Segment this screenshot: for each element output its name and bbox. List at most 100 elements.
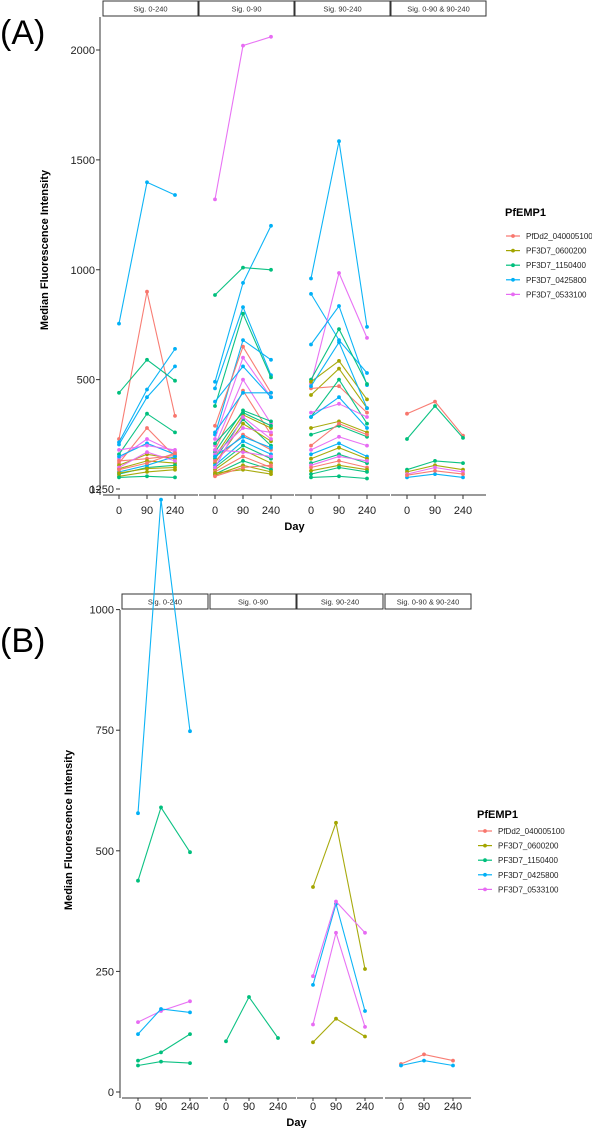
facet-strip bbox=[384, 593, 472, 610]
y-tick-label: 250 bbox=[96, 966, 114, 978]
data-point bbox=[405, 473, 409, 478]
legend-title: PfEMP1 bbox=[505, 207, 546, 219]
facet-label: Sig. 90-240 bbox=[323, 5, 361, 14]
data-point bbox=[145, 357, 149, 362]
data-point bbox=[365, 476, 369, 481]
data-point bbox=[461, 472, 465, 476]
data-point bbox=[365, 432, 369, 437]
data-point bbox=[461, 475, 465, 480]
facet-strip bbox=[294, 0, 391, 17]
data-point bbox=[173, 454, 177, 459]
x-tick-label: 0 bbox=[310, 1101, 316, 1113]
data-point bbox=[363, 1025, 367, 1029]
series-line bbox=[312, 930, 366, 1028]
data-point bbox=[269, 375, 273, 380]
data-point bbox=[334, 930, 338, 935]
data-point bbox=[337, 395, 341, 400]
data-point bbox=[334, 820, 338, 825]
data-point bbox=[145, 450, 149, 454]
y-tick-label: 2000 bbox=[71, 45, 95, 57]
data-point bbox=[241, 454, 245, 459]
y-tick-label: 500 bbox=[96, 846, 114, 858]
data-point bbox=[241, 450, 245, 454]
x-tick-label: 90 bbox=[429, 505, 441, 517]
data-point bbox=[145, 426, 149, 430]
data-point bbox=[188, 1010, 192, 1015]
data-point bbox=[433, 472, 437, 476]
data-point bbox=[117, 321, 121, 326]
series-line bbox=[137, 1061, 191, 1067]
panel-label-a: (A) bbox=[0, 14, 45, 52]
data-point bbox=[269, 445, 273, 450]
data-point bbox=[309, 384, 313, 389]
data-point bbox=[213, 437, 217, 441]
data-point bbox=[145, 461, 149, 465]
data-point bbox=[337, 454, 341, 459]
data-point bbox=[363, 967, 367, 971]
series-line bbox=[312, 900, 366, 977]
facet-strip bbox=[102, 0, 199, 17]
x-tick-label: 240 bbox=[356, 1101, 374, 1113]
data-point bbox=[337, 340, 341, 345]
data-point bbox=[365, 371, 369, 375]
data-point bbox=[269, 454, 273, 459]
facet-label: Sig. 0-90 & 90-240 bbox=[407, 5, 470, 14]
legend-entry: PF3D7_0425800 bbox=[498, 871, 559, 880]
x-tick-label: 90 bbox=[330, 1101, 342, 1113]
data-point bbox=[136, 811, 140, 816]
data-point bbox=[422, 1052, 426, 1057]
facet-strip bbox=[390, 0, 487, 17]
data-point bbox=[241, 459, 245, 463]
x-tick-label: 90 bbox=[237, 505, 249, 517]
data-point bbox=[213, 404, 217, 408]
data-point bbox=[337, 445, 341, 450]
data-point bbox=[405, 437, 409, 441]
chart-panel-b: Sig. 0-240 Sig. 0-90 Sig. 90-240 Sig. 0-90 … bbox=[63, 484, 565, 1128]
data-point bbox=[213, 471, 217, 475]
data-point bbox=[337, 139, 341, 144]
legend-key-point bbox=[483, 843, 487, 848]
data-point bbox=[241, 355, 245, 360]
x-tick-label: 0 bbox=[135, 1101, 141, 1113]
data-point bbox=[311, 974, 315, 979]
series-line bbox=[400, 1053, 454, 1065]
data-point bbox=[173, 193, 177, 197]
legend-entry: PF3D7_0533100 bbox=[526, 290, 587, 299]
data-point bbox=[311, 1022, 315, 1027]
data-point bbox=[337, 434, 341, 439]
data-point bbox=[309, 342, 313, 347]
series-line bbox=[310, 141, 368, 327]
data-point bbox=[309, 468, 313, 473]
y-tick-label: 1500 bbox=[71, 155, 95, 167]
y-axis-title: Median Fluorescence Intensity bbox=[63, 749, 75, 910]
data-point bbox=[173, 364, 177, 369]
data-point bbox=[269, 223, 273, 228]
series-line bbox=[137, 806, 191, 881]
data-point bbox=[433, 465, 437, 470]
data-point bbox=[337, 359, 341, 363]
data-point bbox=[337, 377, 341, 382]
legend-key-point bbox=[511, 263, 515, 268]
x-tick-label: 90 bbox=[418, 1101, 430, 1113]
data-point bbox=[213, 459, 217, 463]
x-tick-label: 90 bbox=[243, 1101, 255, 1113]
data-point bbox=[117, 442, 121, 447]
x-tick-label: 240 bbox=[262, 505, 280, 517]
data-point bbox=[173, 414, 177, 418]
x-tick-label: 0 bbox=[404, 505, 410, 517]
data-point bbox=[145, 470, 149, 474]
data-point bbox=[145, 466, 149, 471]
data-point bbox=[269, 463, 273, 468]
chart-panel-a: Sig. 0-240 Sig. 0-90 Sig. 90-240 Sig. 0-90 … bbox=[39, 0, 592, 533]
data-point bbox=[337, 327, 341, 331]
data-point bbox=[145, 443, 149, 448]
data-point bbox=[213, 430, 217, 435]
data-point bbox=[241, 305, 245, 309]
data-point bbox=[363, 1009, 367, 1013]
data-point bbox=[213, 441, 217, 446]
x-tick-label: 90 bbox=[333, 505, 345, 517]
legend-key-point bbox=[511, 234, 515, 238]
data-point bbox=[433, 404, 437, 408]
x-tick-label: 240 bbox=[444, 1101, 462, 1113]
data-point bbox=[241, 421, 245, 426]
